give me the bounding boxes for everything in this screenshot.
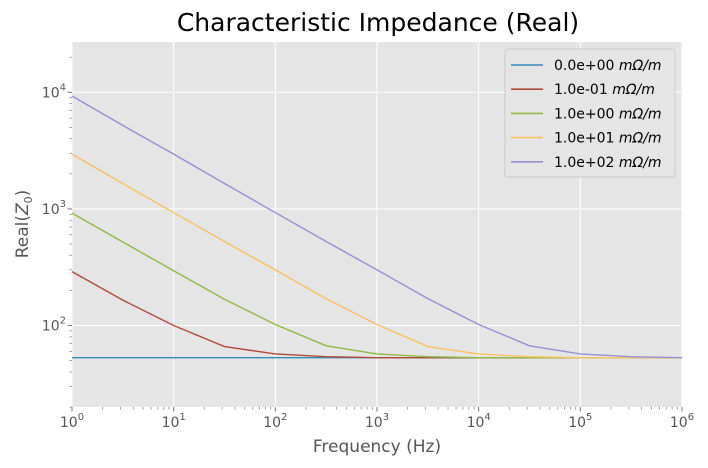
x-tick-label-exp: 1 <box>179 412 185 423</box>
x-tick-label-exp: 0 <box>78 412 84 423</box>
legend-label-unit: mΩ/m <box>619 131 662 147</box>
y-tick-label-base: 10 <box>42 85 60 101</box>
x-tick-label-base: 10 <box>60 415 78 431</box>
series-line-4 <box>71 95 683 359</box>
y-tick-label: 102 <box>42 315 66 334</box>
x-tick-label: 106 <box>670 412 694 431</box>
x-tick-label: 102 <box>263 412 287 431</box>
legend: 0.0e+00 mΩ/m1.0e-01 mΩ/m1.0e+00 mΩ/m1.0e… <box>504 48 676 178</box>
y-axis-label-var: Z <box>13 203 33 216</box>
legend-label-value: 1.0e-01 <box>554 82 612 98</box>
x-tick-label-exp: 6 <box>688 412 694 423</box>
x-tick-label-exp: 3 <box>383 412 389 423</box>
x-tick-label-base: 10 <box>467 415 485 431</box>
y-tick-label-exp: 4 <box>60 82 66 93</box>
y-axis-label: Real(Z0) <box>13 190 35 259</box>
y-tick-label-base: 10 <box>42 202 60 218</box>
legend-label-unit: mΩ/m <box>619 106 662 122</box>
legend-box <box>504 48 676 178</box>
y-tick-label-base: 10 <box>42 318 60 334</box>
legend-label-1: 1.0e-01 mΩ/m <box>554 82 655 98</box>
y-axis-label-text: Real( <box>13 215 33 258</box>
x-tick-label-exp: 4 <box>484 412 490 423</box>
x-tick-label: 101 <box>162 412 186 431</box>
x-tick-labels: 100 101 102 103 104 105 106 <box>60 412 694 431</box>
legend-label-4: 1.0e+02 mΩ/m <box>554 155 662 171</box>
legend-label-value: 1.0e+00 <box>554 106 619 122</box>
x-tick-label-base: 10 <box>162 415 180 431</box>
legend-label-2: 1.0e+00 mΩ/m <box>554 106 662 122</box>
x-tick-label: 103 <box>365 412 389 431</box>
y-axis-label-sub: 0 <box>22 196 35 203</box>
chart-title: Characteristic Impedance (Real) <box>177 8 579 37</box>
x-tick-label-exp: 2 <box>281 412 287 423</box>
legend-label-value: 1.0e+02 <box>554 155 619 171</box>
x-tick-label: 104 <box>467 412 491 431</box>
x-axis-label: Frequency (Hz) <box>313 437 441 457</box>
legend-label-unit: mΩ/m <box>619 58 662 74</box>
y-axis-label-close: ) <box>13 190 33 197</box>
y-tick-label: 104 <box>42 82 66 101</box>
x-tick-label: 105 <box>568 412 592 431</box>
x-tick-label-base: 10 <box>263 415 281 431</box>
legend-label-value: 1.0e+01 <box>554 131 619 147</box>
x-tick-label-base: 10 <box>568 415 586 431</box>
x-tick-label-base: 10 <box>670 415 688 431</box>
x-tick-label-base: 10 <box>365 415 383 431</box>
minor-ticks <box>67 56 683 412</box>
legend-label-value: 0.0e+00 <box>554 58 619 74</box>
legend-label-unit: mΩ/m <box>619 155 662 171</box>
y-tick-label-exp: 3 <box>60 199 66 210</box>
y-tick-label-exp: 2 <box>60 315 66 326</box>
series-line-3 <box>71 153 682 359</box>
legend-label-3: 1.0e+01 mΩ/m <box>554 131 662 147</box>
x-tick-label-exp: 5 <box>586 412 592 423</box>
legend-label-unit: mΩ/m <box>612 82 655 98</box>
y-tick-label: 103 <box>42 199 66 218</box>
series-lines <box>71 95 683 359</box>
x-tick-label: 100 <box>60 412 84 431</box>
legend-label-0: 0.0e+00 mΩ/m <box>554 58 662 74</box>
